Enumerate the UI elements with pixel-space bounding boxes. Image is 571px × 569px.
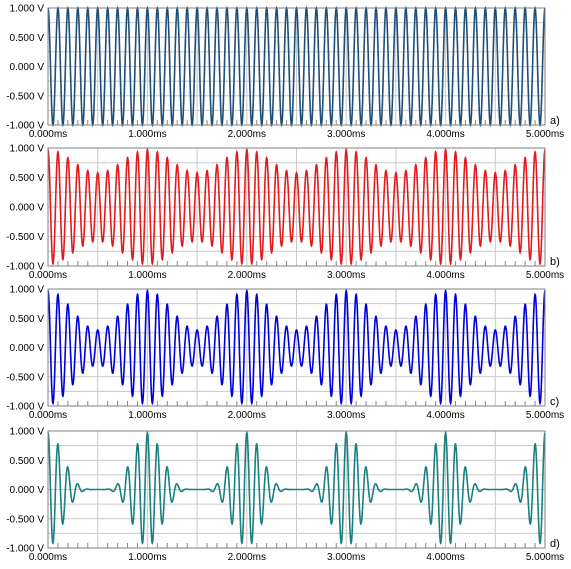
x-tick-label: 3.000ms — [327, 270, 365, 281]
panel-label: b) — [550, 256, 560, 268]
y-tick-label: 0.500 V — [10, 456, 45, 467]
x-tick-label: 1.000ms — [128, 410, 166, 421]
waveform-trace — [47, 288, 546, 406]
x-tick-label: 4.000ms — [426, 410, 464, 421]
y-tick-label: -1.000 V — [6, 544, 44, 555]
x-tick-label: 3.000ms — [327, 410, 365, 421]
y-tick-label: 0.500 V — [10, 33, 45, 44]
y-tick-label: -0.500 V — [6, 232, 44, 243]
scope-panel-4: 1.000 V 0.500 V 0.000 V -0.500 V -1.000 V0.0… — [6, 427, 564, 564]
x-tick-label: 4.000ms — [426, 552, 464, 563]
y-tick-label: 0.500 V — [10, 173, 45, 184]
y-tick-label: -1.000 V — [6, 262, 44, 273]
y-tick-label: 0.000 V — [10, 203, 45, 214]
x-tick-label: 0.000ms — [29, 270, 67, 281]
y-tick-label: 0.500 V — [10, 314, 45, 325]
x-tick-label: 4.000ms — [426, 270, 464, 281]
y-tick-label: 1.000 V — [10, 144, 45, 155]
x-tick-label: 5.000ms — [526, 270, 564, 281]
x-tick-label: 5.000ms — [526, 129, 564, 140]
x-tick-label: 1.000ms — [128, 270, 166, 281]
plot-frame — [47, 430, 546, 549]
y-tick-label: 1.000 V — [10, 427, 45, 438]
waveform-trace — [47, 430, 546, 545]
x-tick-label: 2.000ms — [228, 552, 266, 563]
x-tick-label: 3.000ms — [327, 129, 365, 140]
y-tick-label: 0.000 V — [10, 485, 45, 496]
x-tick-label: 3.000ms — [327, 552, 365, 563]
y-tick-label: -0.500 V — [6, 514, 44, 525]
plot-frame — [47, 7, 546, 126]
y-tick-label: -0.500 V — [6, 91, 44, 102]
panel-label: a) — [550, 115, 560, 127]
x-tick-label: 2.000ms — [228, 129, 266, 140]
scope-panel-2: 1.000 V 0.500 V 0.000 V -0.500 V -1.000 V0.0… — [6, 144, 564, 282]
y-tick-label: -1.000 V — [6, 121, 44, 132]
x-tick-label: 2.000ms — [228, 410, 266, 421]
scope-panel-3: 1.000 V 0.500 V 0.000 V -0.500 V -1.000 V0.0… — [6, 285, 564, 422]
y-tick-label: 0.000 V — [10, 62, 45, 73]
y-tick-label: 0.000 V — [10, 343, 45, 354]
x-tick-label: 5.000ms — [526, 552, 564, 563]
scope-panel-1: 1.000 V 0.500 V 0.000 V -0.500 V -1.000 V0.0… — [6, 4, 564, 141]
plot-frame — [47, 147, 546, 267]
x-tick-label: 0.000ms — [29, 552, 67, 563]
y-tick-label: -0.500 V — [6, 372, 44, 383]
x-tick-label: 0.000ms — [29, 129, 67, 140]
plot-frame — [47, 288, 546, 407]
x-tick-label: 4.000ms — [426, 129, 464, 140]
x-tick-label: 0.000ms — [29, 410, 67, 421]
panel-label: c) — [550, 396, 559, 408]
x-tick-label: 2.000ms — [228, 270, 266, 281]
panel-label: d) — [550, 538, 560, 550]
x-tick-label: 1.000ms — [128, 552, 166, 563]
waveform-trace — [47, 147, 546, 266]
x-tick-label: 1.000ms — [128, 129, 166, 140]
y-tick-label: -1.000 V — [6, 402, 44, 413]
y-tick-label: 1.000 V — [10, 4, 45, 15]
x-tick-label: 5.000ms — [526, 410, 564, 421]
y-tick-label: 1.000 V — [10, 285, 45, 296]
